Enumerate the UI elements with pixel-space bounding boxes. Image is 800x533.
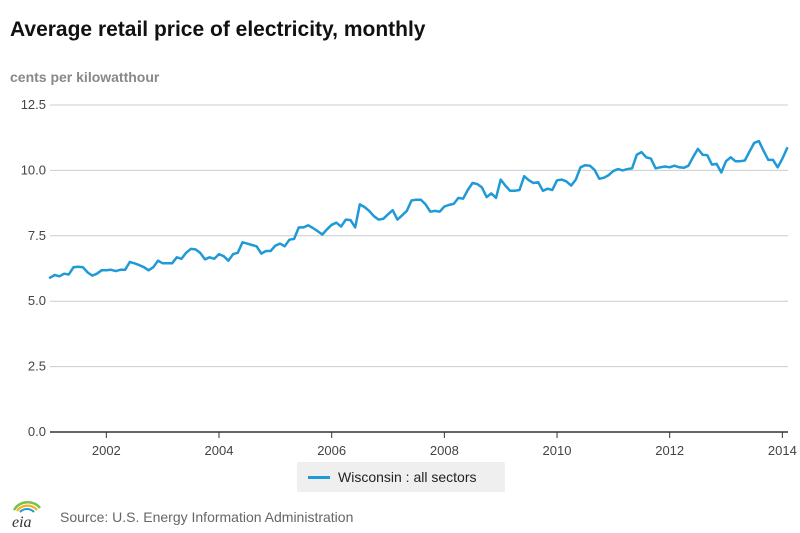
- y-tick-label: 5.0: [28, 293, 46, 308]
- x-tick-label: 2008: [430, 443, 459, 458]
- y-tick-label: 10.0: [21, 162, 46, 177]
- legend-swatch: [308, 475, 330, 479]
- eia-logo-text: eia: [12, 514, 32, 530]
- line-chart: 0.0 2.5 5.0 7.5 10.0 12.5 2002 2004 2006 2008 2010…: [21, 97, 797, 458]
- y-tick-label: 7.5: [28, 228, 46, 243]
- chart-title: Average retail price of electricity, mon…: [10, 18, 426, 41]
- series-line: [48, 139, 789, 279]
- source-note: Source: U.S. Energy Information Administ…: [60, 509, 354, 525]
- x-tick-label: 2004: [205, 443, 234, 458]
- y-tick-label: 2.5: [28, 359, 46, 374]
- legend[interactable]: Wisconsin : all sectors: [297, 462, 505, 492]
- y-tick-label: 12.5: [21, 97, 46, 112]
- y-axis-unit-label: cents per kilowatthour: [10, 69, 160, 85]
- x-tick-label: 2014: [768, 443, 797, 458]
- x-tick-label: 2010: [543, 443, 572, 458]
- eia-logo-icon: eia: [12, 501, 41, 530]
- legend-label: Wisconsin : all sectors: [338, 469, 477, 485]
- x-tick-label: 2002: [92, 443, 121, 458]
- x-tick-label: 2006: [317, 443, 346, 458]
- y-tick-label: 0.0: [28, 424, 46, 439]
- x-tick-label: 2012: [655, 443, 684, 458]
